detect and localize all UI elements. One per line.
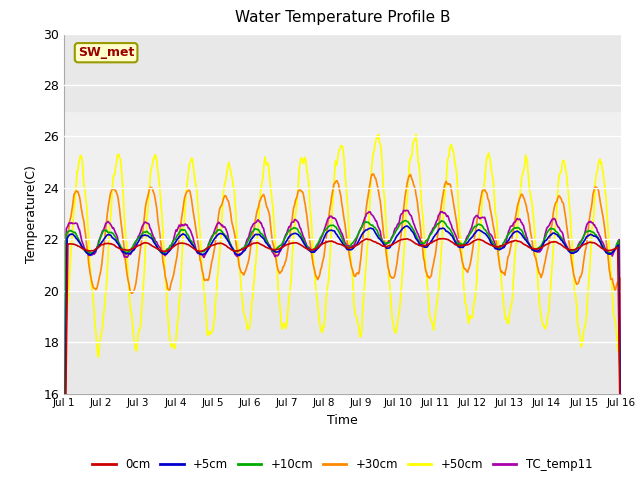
Bar <box>64 291 621 394</box>
Bar <box>64 34 621 111</box>
Legend: 0cm, +5cm, +10cm, +30cm, +50cm, TC_temp11: 0cm, +5cm, +10cm, +30cm, +50cm, TC_temp1… <box>88 454 597 476</box>
Y-axis label: Temperature(C): Temperature(C) <box>25 165 38 263</box>
Text: SW_met: SW_met <box>78 46 134 59</box>
X-axis label: Time: Time <box>327 414 358 427</box>
Title: Water Temperature Profile B: Water Temperature Profile B <box>235 11 450 25</box>
